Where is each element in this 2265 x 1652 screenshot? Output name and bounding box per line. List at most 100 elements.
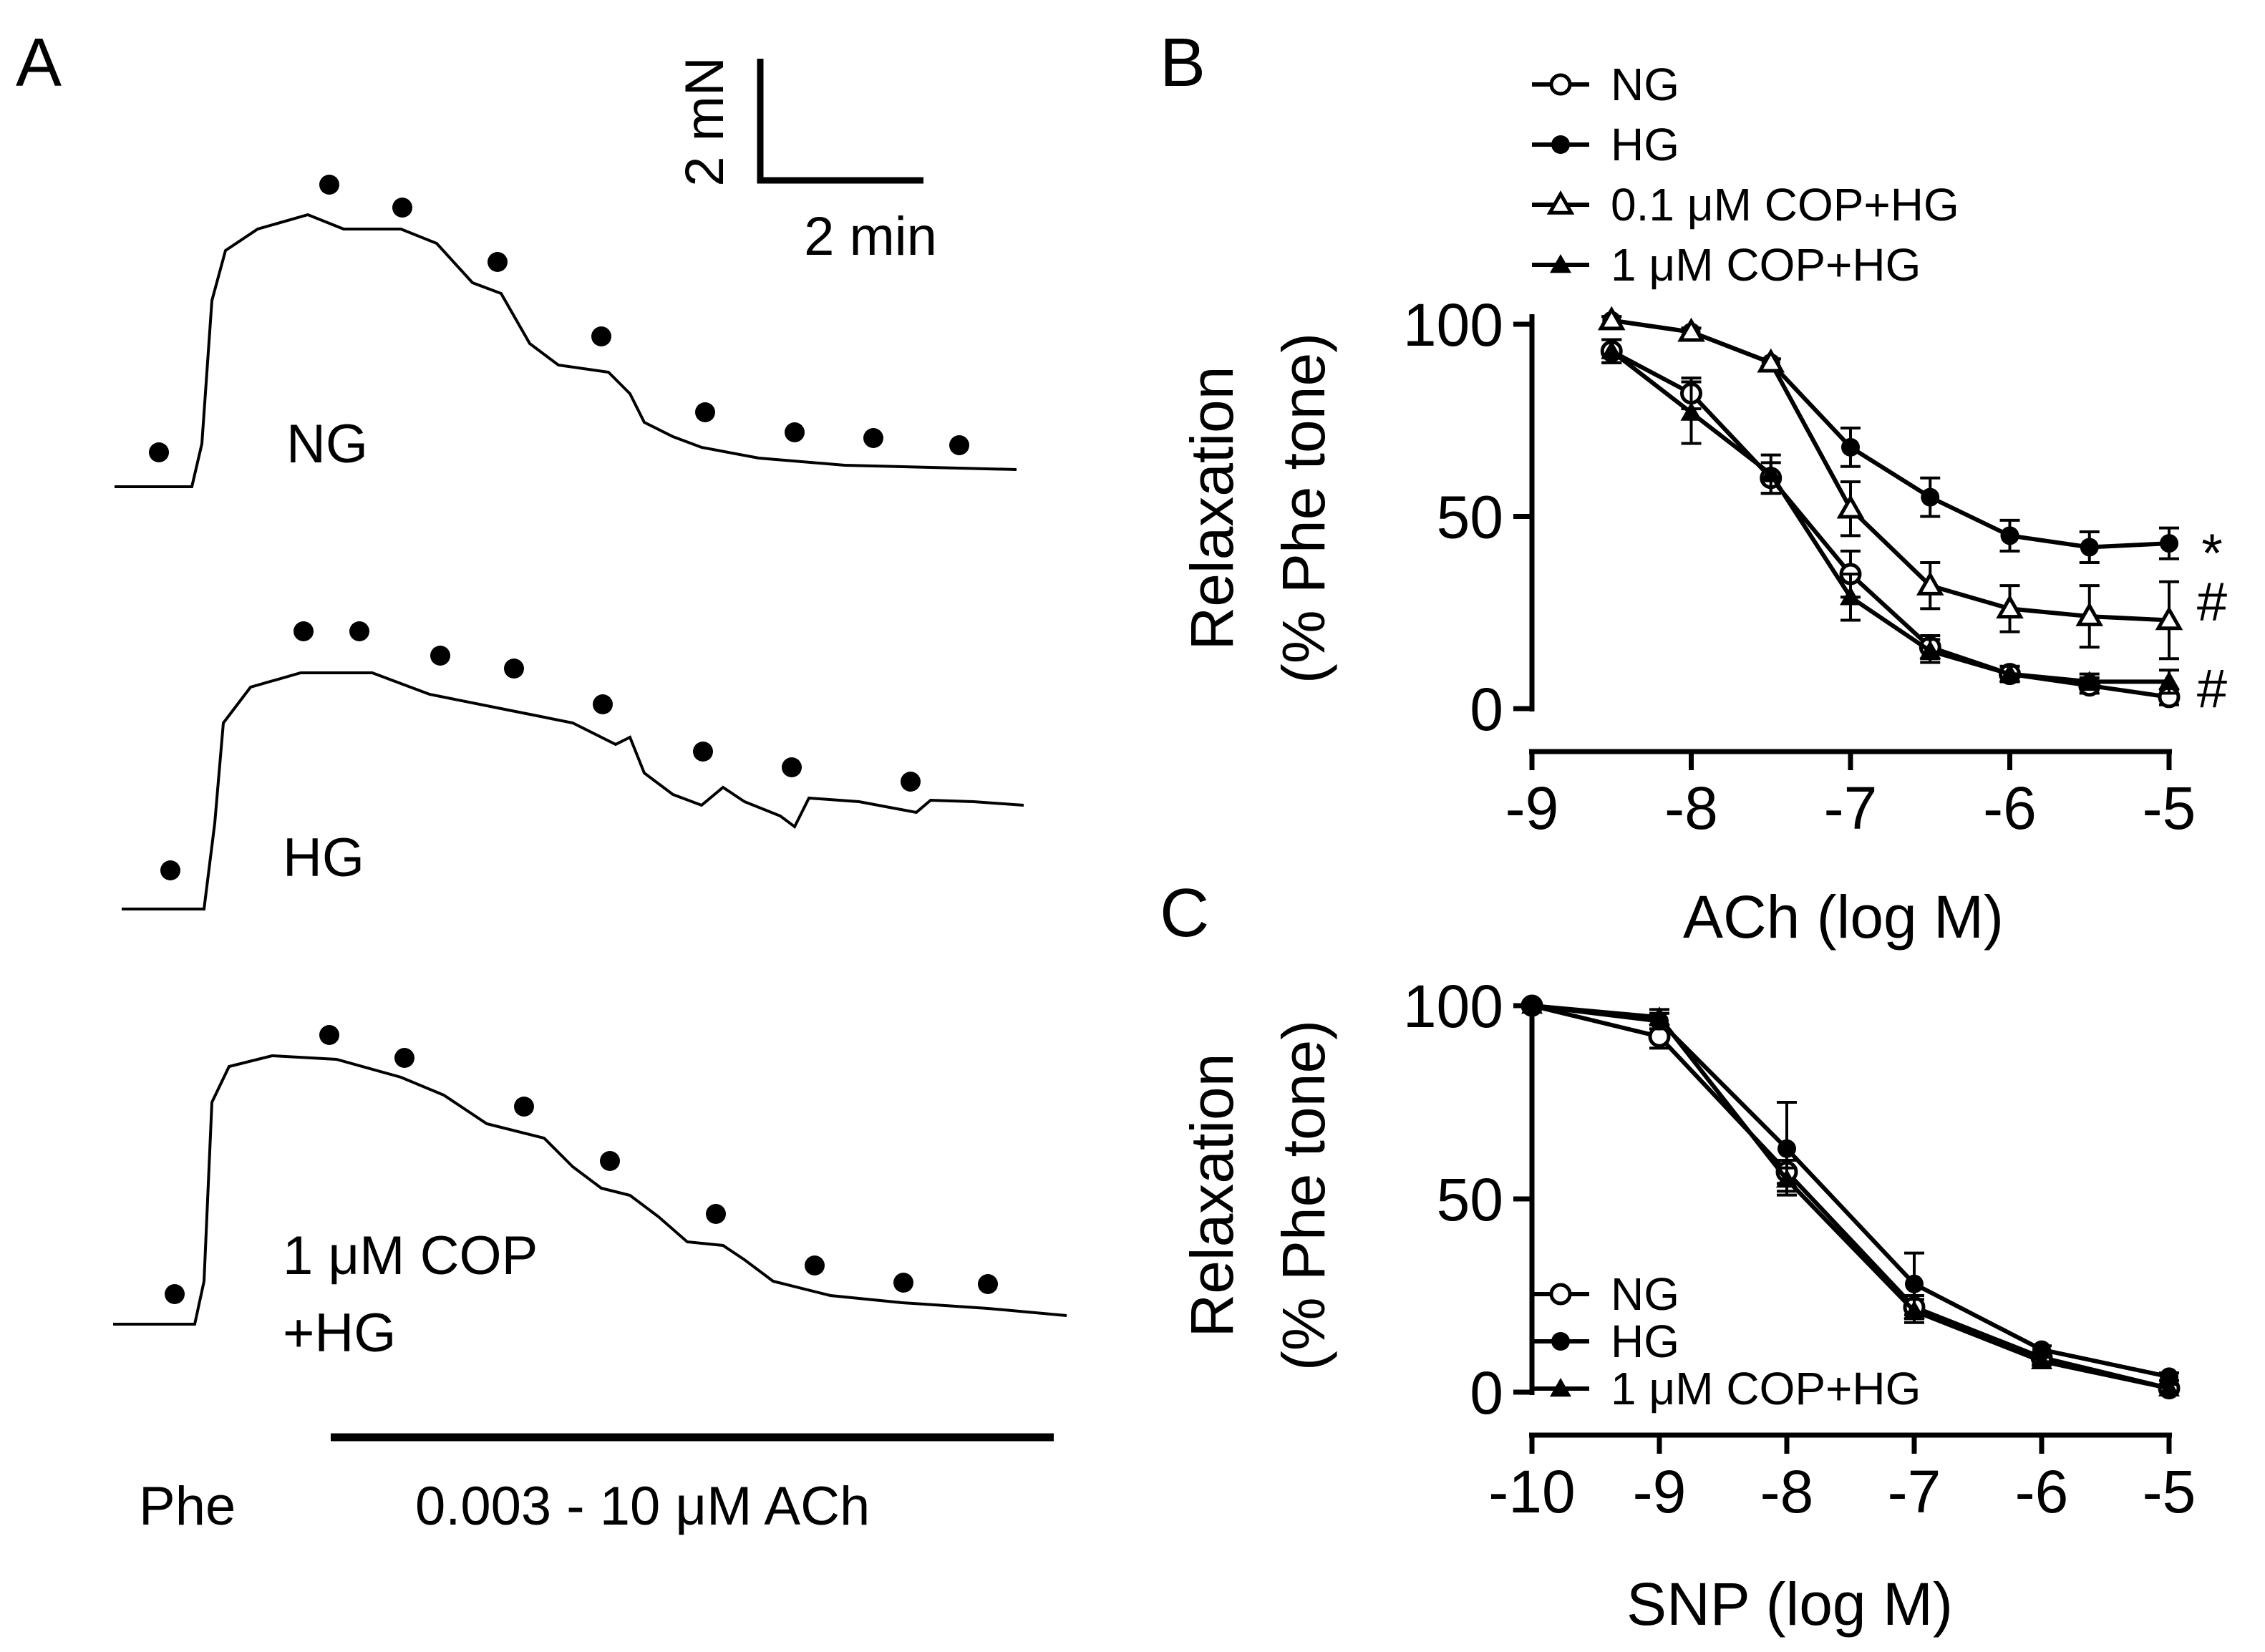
trace-hg-label: HG — [283, 827, 364, 888]
trace-cop-hg-dots — [165, 1025, 998, 1304]
panel-b-series-2-point — [1597, 306, 1626, 331]
trace-ng: NG — [115, 175, 1017, 488]
trace-cop-hg-line — [113, 1054, 1067, 1326]
trace-ng-label: NG — [286, 414, 368, 475]
panel-c-series-1-point — [1777, 1139, 1796, 1158]
panel-c-series-1-point — [1905, 1274, 1924, 1293]
trace-hg: HG — [122, 621, 1024, 910]
trace-cop-hg-label-2: +HG — [283, 1303, 396, 1364]
panel-b-legend-marker — [1546, 190, 1575, 215]
panel-c-series-2 — [1521, 995, 2180, 1396]
panel-c-legend-label: HG — [1611, 1316, 1679, 1367]
panel-b-xtick-label: -9 — [1505, 774, 1559, 842]
panel-a-label: A — [16, 24, 62, 101]
panel-b-ylabel2: (% Phe tone) — [1270, 333, 1337, 684]
panel-b-series — [1597, 306, 2183, 709]
panel-b-series-3-point — [1601, 340, 1623, 359]
panel-b-legend-marker — [1551, 135, 1570, 154]
trace-ng-line — [115, 213, 1017, 488]
panel-b-series-2-point — [1996, 594, 2024, 619]
panel-b-series-3-point — [1999, 663, 2021, 682]
panel-c-axes: 0 50 100 -10 -9 -8 -7 -6 -5 — [1403, 973, 2196, 1525]
panel-b-ylabel: Relaxation — [1178, 366, 1246, 651]
panel-c-ytick-label: 100 — [1403, 973, 1503, 1040]
panel-b-annotation: # — [2197, 571, 2227, 632]
panel-c-series-1-point — [2032, 1340, 2051, 1359]
panel-b-ytick-label: 100 — [1403, 291, 1503, 359]
panel-c-series-1-line — [1531, 1004, 2170, 1379]
panel-c-xtick-label: -5 — [2143, 1458, 2196, 1525]
trace-hg-dots — [160, 621, 921, 880]
trace-cop-hg: 1 μM COP +HG — [113, 1025, 1067, 1364]
panel-b-series-3-point — [1760, 463, 1782, 482]
panel-b-axes: 0 50 100 -9 -8 -7 -6 -5 — [1403, 291, 2196, 842]
panel-b-annotation: * — [2201, 523, 2223, 584]
trace-cop-hg-label-1: 1 μM COP — [283, 1225, 538, 1286]
panel-c-xtick-label: -9 — [1633, 1458, 1687, 1525]
panel-c-series-2-point — [1903, 1300, 1925, 1319]
panel-c-ylabel: Relaxation — [1178, 1054, 1246, 1338]
panel-b-xtick-label: -5 — [2143, 774, 2196, 842]
panel-c-series-2-point — [2031, 1350, 2052, 1370]
panel-b-series-2-point — [1916, 571, 1944, 596]
panel-b-label: B — [1160, 24, 1206, 101]
panel-b-series-2-point — [1836, 494, 1865, 519]
panel-a: A 2 mN 2 min NG HG — [16, 24, 1067, 1537]
panel-b-legend-label: 0.1 μM COP+HG — [1611, 179, 1959, 230]
panel-b-legend-marker — [1550, 254, 1571, 273]
panel-b-series-0 — [1600, 338, 2181, 709]
panel-b-series-2-point — [2075, 602, 2104, 626]
panel-b-series-1-point — [2080, 538, 2099, 557]
panel-b-series-2 — [1597, 306, 2183, 661]
panel-b-series-2-point — [1757, 348, 1785, 373]
scale-bar-force-label: 2 mN — [674, 57, 735, 187]
panel-b: B NG HG 0.1 μM COP+HG 1 μM COP+HG 0 50 100 -9 -… — [1160, 24, 2227, 951]
panel-c-legend-label: NG — [1611, 1268, 1679, 1320]
panel-c-series-2-point — [1776, 1169, 1798, 1188]
panel-b-series-3 — [1601, 338, 2180, 695]
panel-b-series-3-point — [2158, 671, 2180, 690]
panel-c-label: C — [1160, 875, 1209, 951]
panel-b-series-2-point — [1677, 317, 1705, 342]
panel-b-annotation: # — [2197, 659, 2227, 719]
panel-b-series-1 — [1601, 311, 2179, 564]
panel-c-legend-marker — [1549, 1283, 1572, 1306]
panel-b-series-1-point — [2160, 534, 2178, 553]
ach-label: 0.003 - 10 μM ACh — [415, 1476, 870, 1537]
panel-b-legend-marker — [1549, 73, 1572, 96]
panel-b-series-2-line — [1611, 318, 2170, 623]
panel-b-series-1-point — [2000, 526, 2019, 545]
panel-c-xlabel: SNP (log M) — [1626, 1570, 1953, 1638]
panel-c-series-2-point — [1649, 1006, 1670, 1026]
panel-c-xtick-label: -6 — [2015, 1458, 2069, 1525]
panel-b-series-3-point — [1680, 402, 1702, 421]
panel-b-series-3-point — [2078, 671, 2100, 690]
panel-c-ytick-label: 50 — [1437, 1166, 1503, 1233]
scale-bar-time-label: 2 min — [804, 206, 937, 267]
panel-b-legend-label: HG — [1611, 119, 1679, 170]
panel-c-legend-marker — [1550, 1378, 1571, 1397]
panel-c-series-2-point — [2158, 1377, 2180, 1396]
panel-b-series-1-line — [1611, 318, 2170, 550]
panel-c-series-1-point — [2160, 1367, 2178, 1386]
panel-c-ytick-label: 0 — [1470, 1359, 1503, 1427]
panel-b-ytick-label: 50 — [1437, 484, 1503, 551]
panel-c-series — [1520, 994, 2181, 1400]
panel-b-series-0-line — [1610, 349, 2170, 699]
panel-b-series-2-point — [2155, 606, 2183, 631]
panel-b-xtick-label: -6 — [1983, 774, 2037, 842]
panel-b-xtick-label: -7 — [1824, 774, 1878, 842]
panel-b-series-1-point — [1841, 437, 1860, 457]
panel-b-annotations: *## — [2197, 523, 2227, 719]
panel-c-legend-label: 1 μM COP+HG — [1611, 1363, 1921, 1414]
panel-b-series-3-point — [1919, 640, 1941, 659]
panel-b-legend-label: NG — [1611, 59, 1679, 110]
phe-label: Phe — [139, 1476, 236, 1537]
panel-c-xtick-label: -8 — [1760, 1458, 1814, 1525]
panel-b-legend: NG HG 0.1 μM COP+HG 1 μM COP+HG — [1532, 59, 1959, 291]
panel-b-ytick-label: 0 — [1470, 676, 1503, 743]
panel-b-series-3-line — [1610, 349, 2169, 684]
panel-b-xlabel: ACh (log M) — [1683, 883, 2004, 951]
